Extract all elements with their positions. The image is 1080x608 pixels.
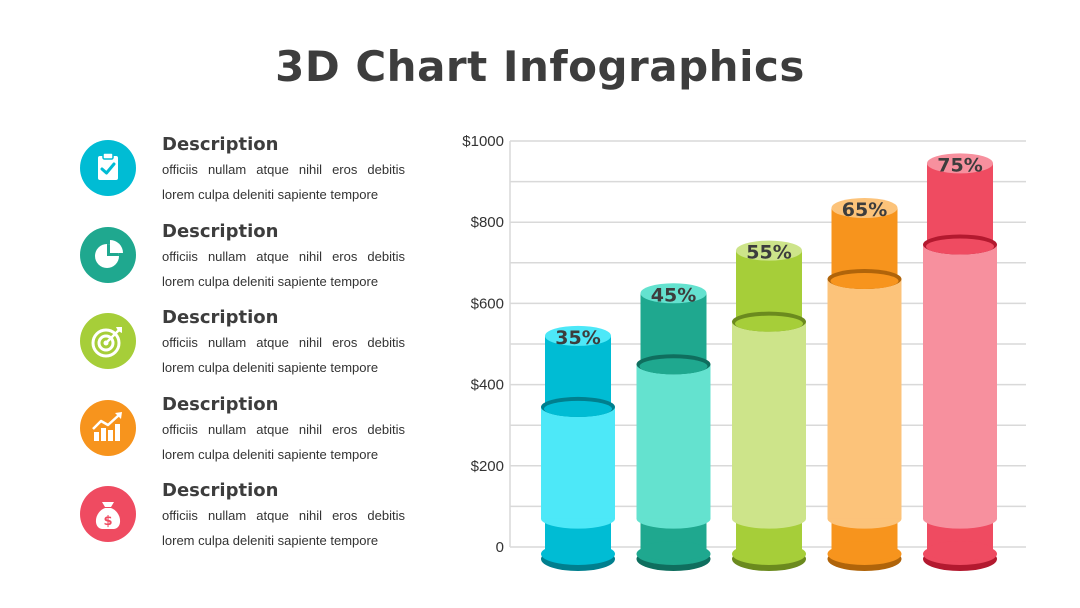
list-item: Description officiis nullam atque nihil … bbox=[80, 134, 410, 221]
bar-lower-cap bbox=[736, 541, 802, 561]
y-tick-label: $200 bbox=[471, 458, 504, 475]
item-text-line: lorem culpa deleniti sapiente tempore bbox=[162, 273, 379, 289]
bar-mid-segment bbox=[923, 244, 997, 519]
bar-lower-cap bbox=[545, 541, 611, 561]
list-item: $ Description officiis nullam atque nihi… bbox=[80, 480, 410, 567]
bar-top-cap bbox=[831, 197, 898, 218]
bar bbox=[927, 163, 993, 245]
y-tick-label: 0 bbox=[496, 539, 504, 556]
list-item: Description officiis nullam atque nihil … bbox=[80, 307, 410, 394]
bar bbox=[736, 250, 802, 322]
target-icon bbox=[80, 313, 136, 369]
item-title: Description bbox=[162, 393, 279, 415]
money-bag-icon: $ bbox=[80, 486, 136, 542]
item-text-line: lorem culpa deleniti sapiente tempore bbox=[162, 533, 379, 548]
bar-mid-top bbox=[926, 238, 994, 255]
item-text-line: lorem culpa deleniti sapiente tempore bbox=[162, 446, 379, 462]
description-list: Description officiis nullam atque nihil … bbox=[80, 134, 410, 567]
data-label: 55% bbox=[746, 242, 791, 264]
item-text-line: officiis nullam atque nihil eros debitis bbox=[162, 162, 405, 177]
bar-mid-segment bbox=[636, 364, 711, 519]
bar-mid-segment bbox=[541, 406, 615, 519]
data-label: 75% bbox=[937, 154, 982, 176]
pie-chart-icon bbox=[80, 226, 136, 283]
page-title: 3D Chart Infographics bbox=[275, 42, 805, 91]
bar bbox=[640, 293, 707, 365]
item-title: Description bbox=[162, 307, 279, 328]
clipboard-check-icon bbox=[80, 140, 136, 196]
bar-top-cap bbox=[927, 153, 993, 174]
bar-chart: 0 $200 $400 $600 $800 $1000 35% 45% 55% 65% 75% bbox=[462, 133, 1026, 571]
bar-top-cap bbox=[545, 325, 611, 346]
y-tick-label: $1000 bbox=[462, 133, 504, 150]
list-item: Description officiis nullam atque nihil … bbox=[80, 221, 410, 308]
bar-mid-top bbox=[639, 358, 708, 375]
bar-lower-cap bbox=[640, 541, 707, 561]
bar bbox=[545, 335, 611, 407]
bar bbox=[831, 207, 898, 280]
bar-mid-top bbox=[735, 315, 803, 332]
bar-mid-top bbox=[544, 400, 612, 417]
item-text-line: officiis nullam atque nihil eros debitis bbox=[162, 421, 405, 437]
bar-mid-top bbox=[830, 273, 899, 290]
bar-lower-cap bbox=[831, 541, 898, 561]
data-label: 35% bbox=[555, 327, 600, 349]
bar-top-cap bbox=[640, 283, 707, 304]
item-title: Description bbox=[162, 480, 279, 501]
data-label: 65% bbox=[842, 199, 887, 221]
growth-chart-icon bbox=[80, 399, 136, 456]
item-text-line: lorem culpa deleniti sapiente tempore bbox=[162, 187, 379, 202]
svg-text:$: $ bbox=[103, 514, 112, 529]
data-label: 45% bbox=[651, 284, 696, 306]
bar-mid-segment bbox=[827, 279, 902, 519]
item-text-line: officiis nullam atque nihil eros debitis bbox=[162, 248, 405, 264]
bar-top-cap bbox=[736, 240, 802, 261]
item-title: Description bbox=[162, 220, 279, 242]
item-text-line: officiis nullam atque nihil eros debitis bbox=[162, 508, 405, 523]
item-title: Description bbox=[162, 134, 279, 155]
bar-mid-segment bbox=[732, 321, 806, 519]
y-tick-label: $400 bbox=[471, 377, 504, 394]
item-text-line: officiis nullam atque nihil eros debitis bbox=[162, 335, 405, 350]
y-tick-label: $600 bbox=[471, 295, 504, 312]
item-text-line: lorem culpa deleniti sapiente tempore bbox=[162, 360, 379, 375]
y-tick-label: $800 bbox=[471, 214, 504, 231]
list-item: Description officiis nullam atque nihil … bbox=[80, 394, 410, 481]
bar-lower-cap bbox=[927, 541, 993, 561]
